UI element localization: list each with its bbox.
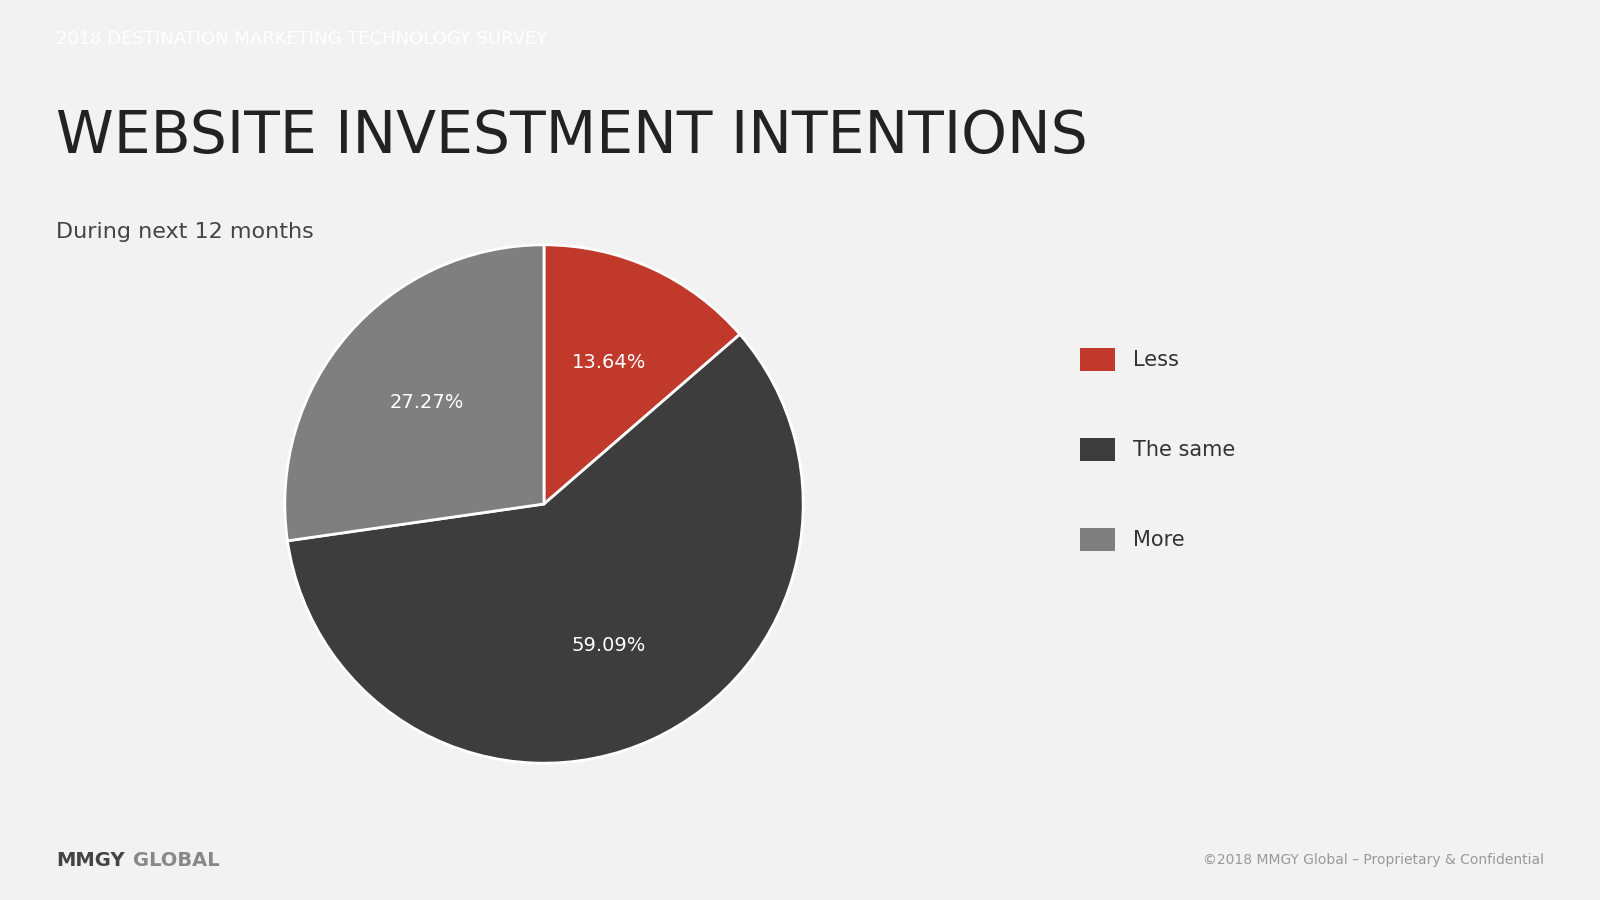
Wedge shape [288, 334, 803, 763]
Text: The same: The same [1133, 439, 1235, 460]
Text: ©2018 MMGY Global – Proprietary & Confidential: ©2018 MMGY Global – Proprietary & Confid… [1203, 853, 1544, 868]
Text: MMGY: MMGY [56, 850, 125, 870]
Bar [1080, 528, 1115, 551]
Wedge shape [285, 245, 544, 541]
Text: During next 12 months: During next 12 months [56, 221, 314, 242]
Text: GLOBAL: GLOBAL [133, 850, 219, 870]
Text: 59.09%: 59.09% [571, 636, 646, 655]
Wedge shape [544, 245, 739, 504]
Text: WEBSITE INVESTMENT INTENTIONS: WEBSITE INVESTMENT INTENTIONS [56, 108, 1088, 165]
Text: 2018 DESTINATION MARKETING TECHNOLOGY SURVEY: 2018 DESTINATION MARKETING TECHNOLOGY SU… [56, 30, 547, 48]
Text: More: More [1133, 529, 1184, 550]
Text: 27.27%: 27.27% [389, 392, 464, 411]
Text: 13.64%: 13.64% [571, 353, 646, 372]
Text: Less: Less [1133, 349, 1179, 370]
Bar [1080, 438, 1115, 461]
Bar [1080, 348, 1115, 371]
